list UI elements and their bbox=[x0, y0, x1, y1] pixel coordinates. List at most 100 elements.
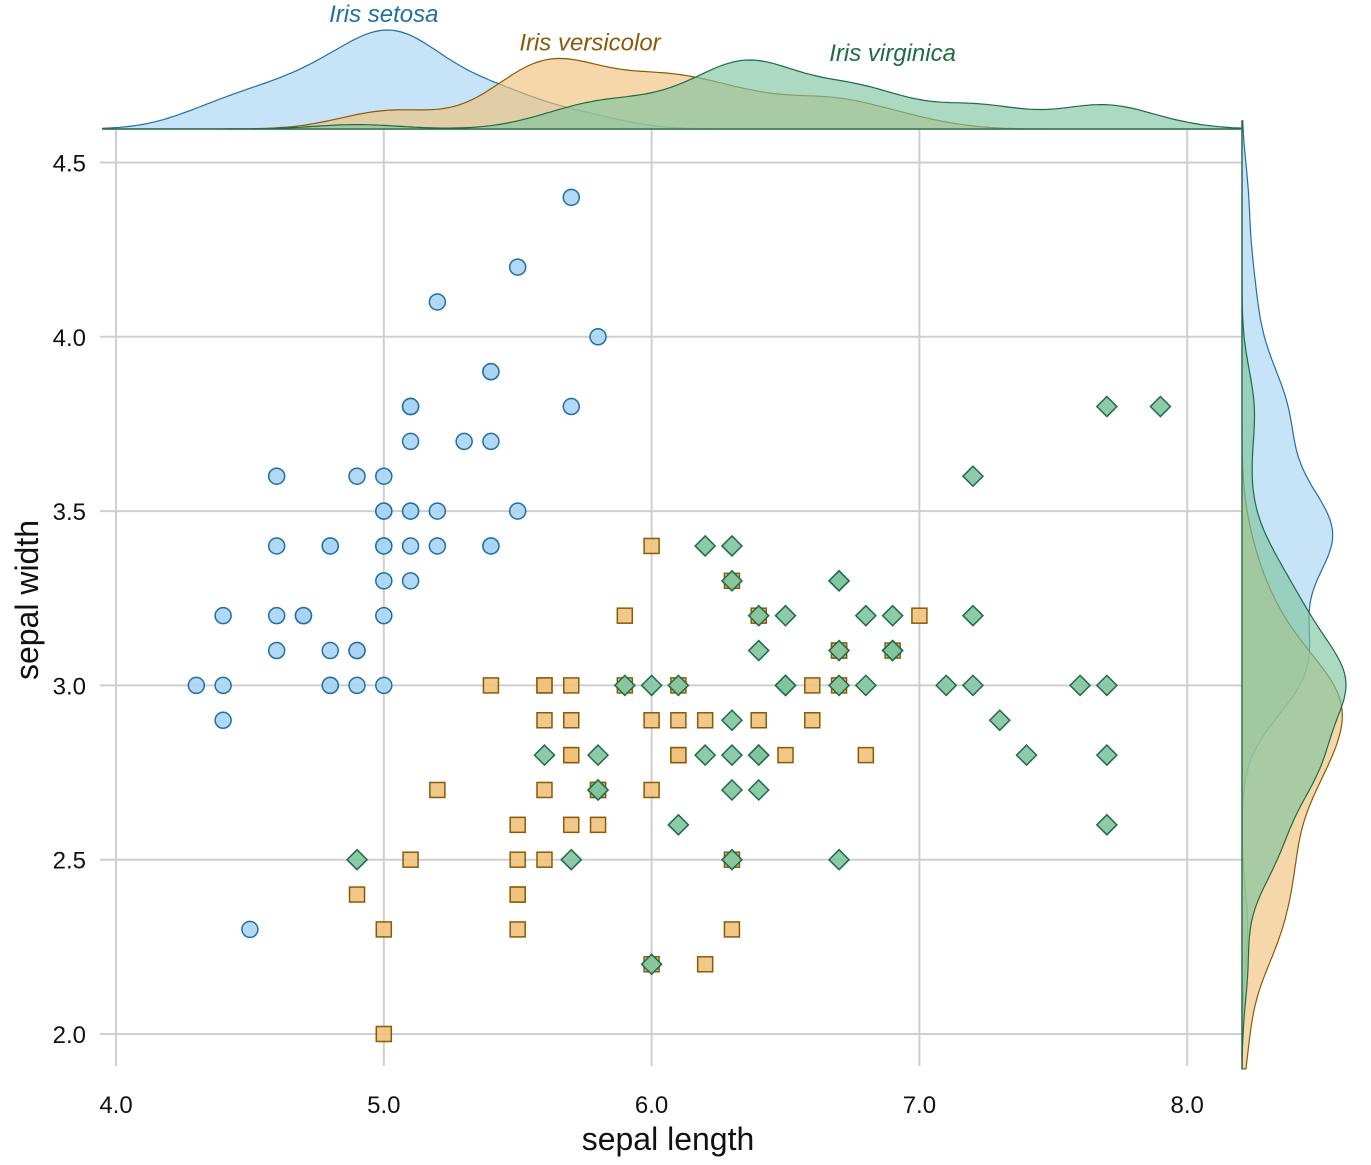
y-tick-label: 4.5 bbox=[53, 151, 86, 178]
data-point-diamond bbox=[881, 639, 904, 662]
y-axis-title: sepal width bbox=[9, 520, 45, 680]
data-point-diamond bbox=[667, 813, 690, 836]
data-point-diamond bbox=[935, 674, 958, 697]
right-density-diamond bbox=[1241, 120, 1347, 1070]
data-point-circle bbox=[482, 432, 500, 451]
data-point-diamond bbox=[640, 953, 663, 976]
data-point-diamond bbox=[1095, 744, 1118, 767]
data-point-circle bbox=[348, 467, 366, 485]
data-point-square bbox=[804, 677, 821, 694]
data-point-diamond bbox=[961, 604, 985, 627]
data-point-circle bbox=[267, 537, 286, 555]
data-point-square bbox=[536, 712, 553, 729]
data-point-circle bbox=[562, 188, 581, 207]
scatter-points bbox=[187, 188, 1172, 1043]
data-point-circle bbox=[294, 606, 313, 625]
y-tick-label: 2.0 bbox=[53, 1022, 86, 1049]
data-point-diamond bbox=[961, 674, 985, 697]
data-point-square bbox=[509, 921, 526, 938]
x-tick-label: 8.0 bbox=[1171, 1092, 1204, 1119]
data-point-diamond bbox=[586, 744, 610, 767]
data-point-square bbox=[509, 816, 526, 834]
data-point-circle bbox=[482, 537, 500, 555]
data-point-diamond bbox=[720, 848, 744, 871]
data-point-diamond bbox=[720, 569, 744, 592]
data-point-diamond bbox=[586, 778, 610, 802]
data-point-diamond bbox=[1149, 395, 1172, 418]
data-point-circle bbox=[348, 676, 366, 695]
data-point-circle bbox=[375, 502, 393, 520]
data-point-circle bbox=[241, 920, 259, 939]
y-tick-label: 2.5 bbox=[53, 848, 86, 875]
data-point-circle bbox=[321, 676, 339, 695]
data-point-circle bbox=[428, 293, 447, 311]
data-point-circle bbox=[589, 328, 607, 346]
data-point-square bbox=[536, 851, 553, 868]
data-point-square bbox=[429, 781, 446, 799]
data-point-diamond bbox=[827, 569, 851, 592]
x-axis-title: sepal length bbox=[582, 1121, 755, 1157]
data-point-diamond bbox=[345, 848, 369, 871]
data-point-circle bbox=[375, 572, 393, 590]
data-point-diamond bbox=[560, 848, 583, 871]
x-tick-label: 7.0 bbox=[903, 1092, 936, 1119]
data-point-square bbox=[509, 886, 526, 903]
data-point-diamond bbox=[854, 604, 877, 627]
x-tick-label: 6.0 bbox=[635, 1092, 668, 1119]
data-point-diamond bbox=[774, 604, 797, 627]
data-point-diamond bbox=[1095, 395, 1118, 418]
data-point-circle bbox=[375, 467, 393, 485]
data-point-square bbox=[911, 607, 928, 624]
data-point-square bbox=[723, 921, 741, 938]
data-point-circle bbox=[214, 606, 232, 625]
species-label: Iris setosa bbox=[329, 1, 438, 28]
data-point-diamond bbox=[881, 604, 904, 627]
data-point-circle bbox=[267, 641, 286, 660]
data-point-square bbox=[402, 851, 419, 868]
data-point-diamond bbox=[694, 744, 717, 767]
data-point-square bbox=[670, 712, 687, 729]
data-point-diamond bbox=[720, 709, 744, 732]
data-point-diamond bbox=[961, 465, 985, 488]
data-point-circle bbox=[401, 397, 420, 416]
data-point-square bbox=[375, 921, 393, 938]
data-point-square bbox=[696, 956, 714, 973]
data-point-square bbox=[589, 816, 607, 834]
data-point-diamond bbox=[1015, 744, 1038, 767]
data-point-circle bbox=[428, 502, 447, 520]
data-point-diamond bbox=[613, 674, 636, 697]
data-point-diamond bbox=[827, 848, 851, 871]
data-point-diamond bbox=[747, 778, 770, 802]
data-point-diamond bbox=[720, 534, 744, 558]
data-point-square bbox=[563, 816, 580, 834]
grid bbox=[100, 130, 1242, 1066]
species-label: Iris virginica bbox=[829, 40, 956, 67]
data-point-square bbox=[670, 746, 687, 764]
data-point-diamond bbox=[1095, 813, 1118, 836]
x-tick-label: 4.0 bbox=[99, 1092, 132, 1119]
data-point-square bbox=[563, 677, 580, 694]
top-density-diamond bbox=[102, 59, 1242, 130]
data-point-diamond bbox=[1069, 674, 1092, 697]
data-point-circle bbox=[214, 711, 232, 730]
data-point-circle bbox=[508, 502, 527, 520]
data-point-square bbox=[750, 712, 767, 729]
data-point-diamond bbox=[827, 639, 851, 662]
data-point-diamond bbox=[667, 674, 690, 697]
species-labels: Iris setosa Iris versicolor Iris virginica bbox=[329, 1, 956, 67]
data-point-diamond bbox=[720, 744, 744, 767]
data-point-circle bbox=[267, 467, 286, 485]
data-point-circle bbox=[214, 676, 232, 695]
data-point-diamond bbox=[1095, 674, 1118, 697]
data-point-circle bbox=[375, 537, 393, 555]
data-point-diamond bbox=[747, 639, 770, 662]
data-point-square bbox=[696, 712, 714, 729]
data-point-square bbox=[348, 886, 366, 903]
data-point-diamond bbox=[720, 778, 744, 802]
data-point-diamond bbox=[640, 674, 663, 697]
data-point-circle bbox=[375, 676, 393, 695]
y-tick-label: 3.0 bbox=[53, 673, 86, 700]
data-point-square bbox=[643, 781, 660, 799]
data-point-circle bbox=[455, 432, 473, 451]
y-tick-label: 4.0 bbox=[53, 325, 86, 352]
